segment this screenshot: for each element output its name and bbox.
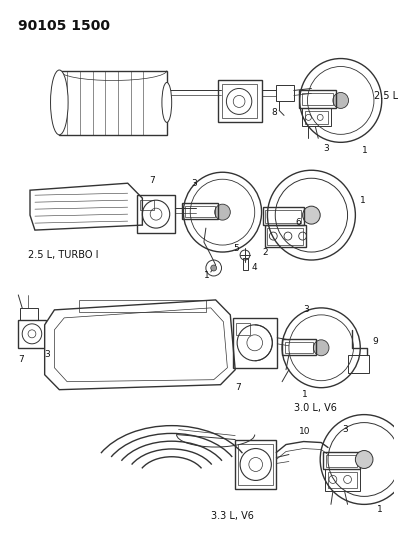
Bar	[18, 320, 46, 348]
Text: 6: 6	[296, 217, 301, 227]
Text: 2: 2	[262, 247, 268, 256]
Circle shape	[333, 92, 349, 108]
Bar	[233, 318, 277, 368]
Text: 3: 3	[303, 305, 310, 314]
Bar	[222, 84, 257, 118]
Text: 1: 1	[362, 146, 368, 155]
Circle shape	[314, 340, 329, 356]
Bar	[282, 339, 316, 355]
Bar	[183, 203, 218, 219]
Bar	[59, 70, 167, 135]
Text: 3: 3	[45, 350, 50, 359]
Bar	[299, 91, 336, 108]
Bar	[301, 93, 333, 106]
Circle shape	[355, 450, 373, 469]
Bar	[276, 85, 294, 101]
Bar	[262, 207, 303, 225]
Bar	[301, 108, 331, 126]
Bar	[347, 355, 369, 373]
Bar	[243, 258, 248, 270]
Text: 1: 1	[360, 196, 366, 205]
Bar	[235, 440, 276, 489]
Ellipse shape	[50, 70, 68, 135]
Bar	[326, 455, 357, 467]
Text: 2.5 L: 2.5 L	[374, 92, 398, 101]
Bar	[323, 451, 360, 470]
Text: 3: 3	[323, 144, 329, 153]
Bar	[236, 323, 250, 335]
Text: 10: 10	[299, 427, 310, 436]
Text: 4: 4	[252, 263, 258, 272]
Text: 3.0 L, V6: 3.0 L, V6	[294, 402, 337, 413]
Bar	[325, 470, 360, 491]
Circle shape	[211, 265, 217, 271]
Text: 1: 1	[204, 271, 210, 280]
Text: 3.3 L, V6: 3.3 L, V6	[211, 511, 253, 521]
Bar	[79, 300, 206, 312]
Bar	[264, 225, 305, 247]
Text: 1: 1	[301, 390, 307, 399]
Bar	[328, 472, 357, 488]
Text: 2.5 L, TURBO I: 2.5 L, TURBO I	[28, 250, 99, 260]
Text: 90105 1500: 90105 1500	[18, 19, 110, 33]
Bar	[185, 206, 215, 217]
Bar	[238, 443, 273, 486]
Text: 3: 3	[191, 179, 197, 188]
Bar	[218, 80, 262, 123]
Bar	[305, 111, 328, 124]
Circle shape	[215, 204, 230, 220]
Circle shape	[303, 206, 320, 224]
Text: 1: 1	[377, 505, 382, 514]
Ellipse shape	[162, 83, 172, 123]
Polygon shape	[54, 308, 227, 382]
Polygon shape	[45, 300, 235, 390]
Text: 9: 9	[372, 337, 378, 346]
Bar	[20, 308, 38, 320]
Bar	[268, 228, 303, 245]
Text: 7: 7	[18, 356, 24, 364]
Text: 7: 7	[149, 176, 155, 185]
Bar	[266, 210, 301, 223]
Text: 7: 7	[235, 383, 241, 392]
Text: 3: 3	[343, 425, 349, 434]
Bar	[140, 200, 154, 210]
Bar	[137, 195, 174, 233]
Text: 5: 5	[233, 244, 239, 253]
Text: 8: 8	[271, 108, 277, 117]
Bar	[285, 342, 314, 353]
